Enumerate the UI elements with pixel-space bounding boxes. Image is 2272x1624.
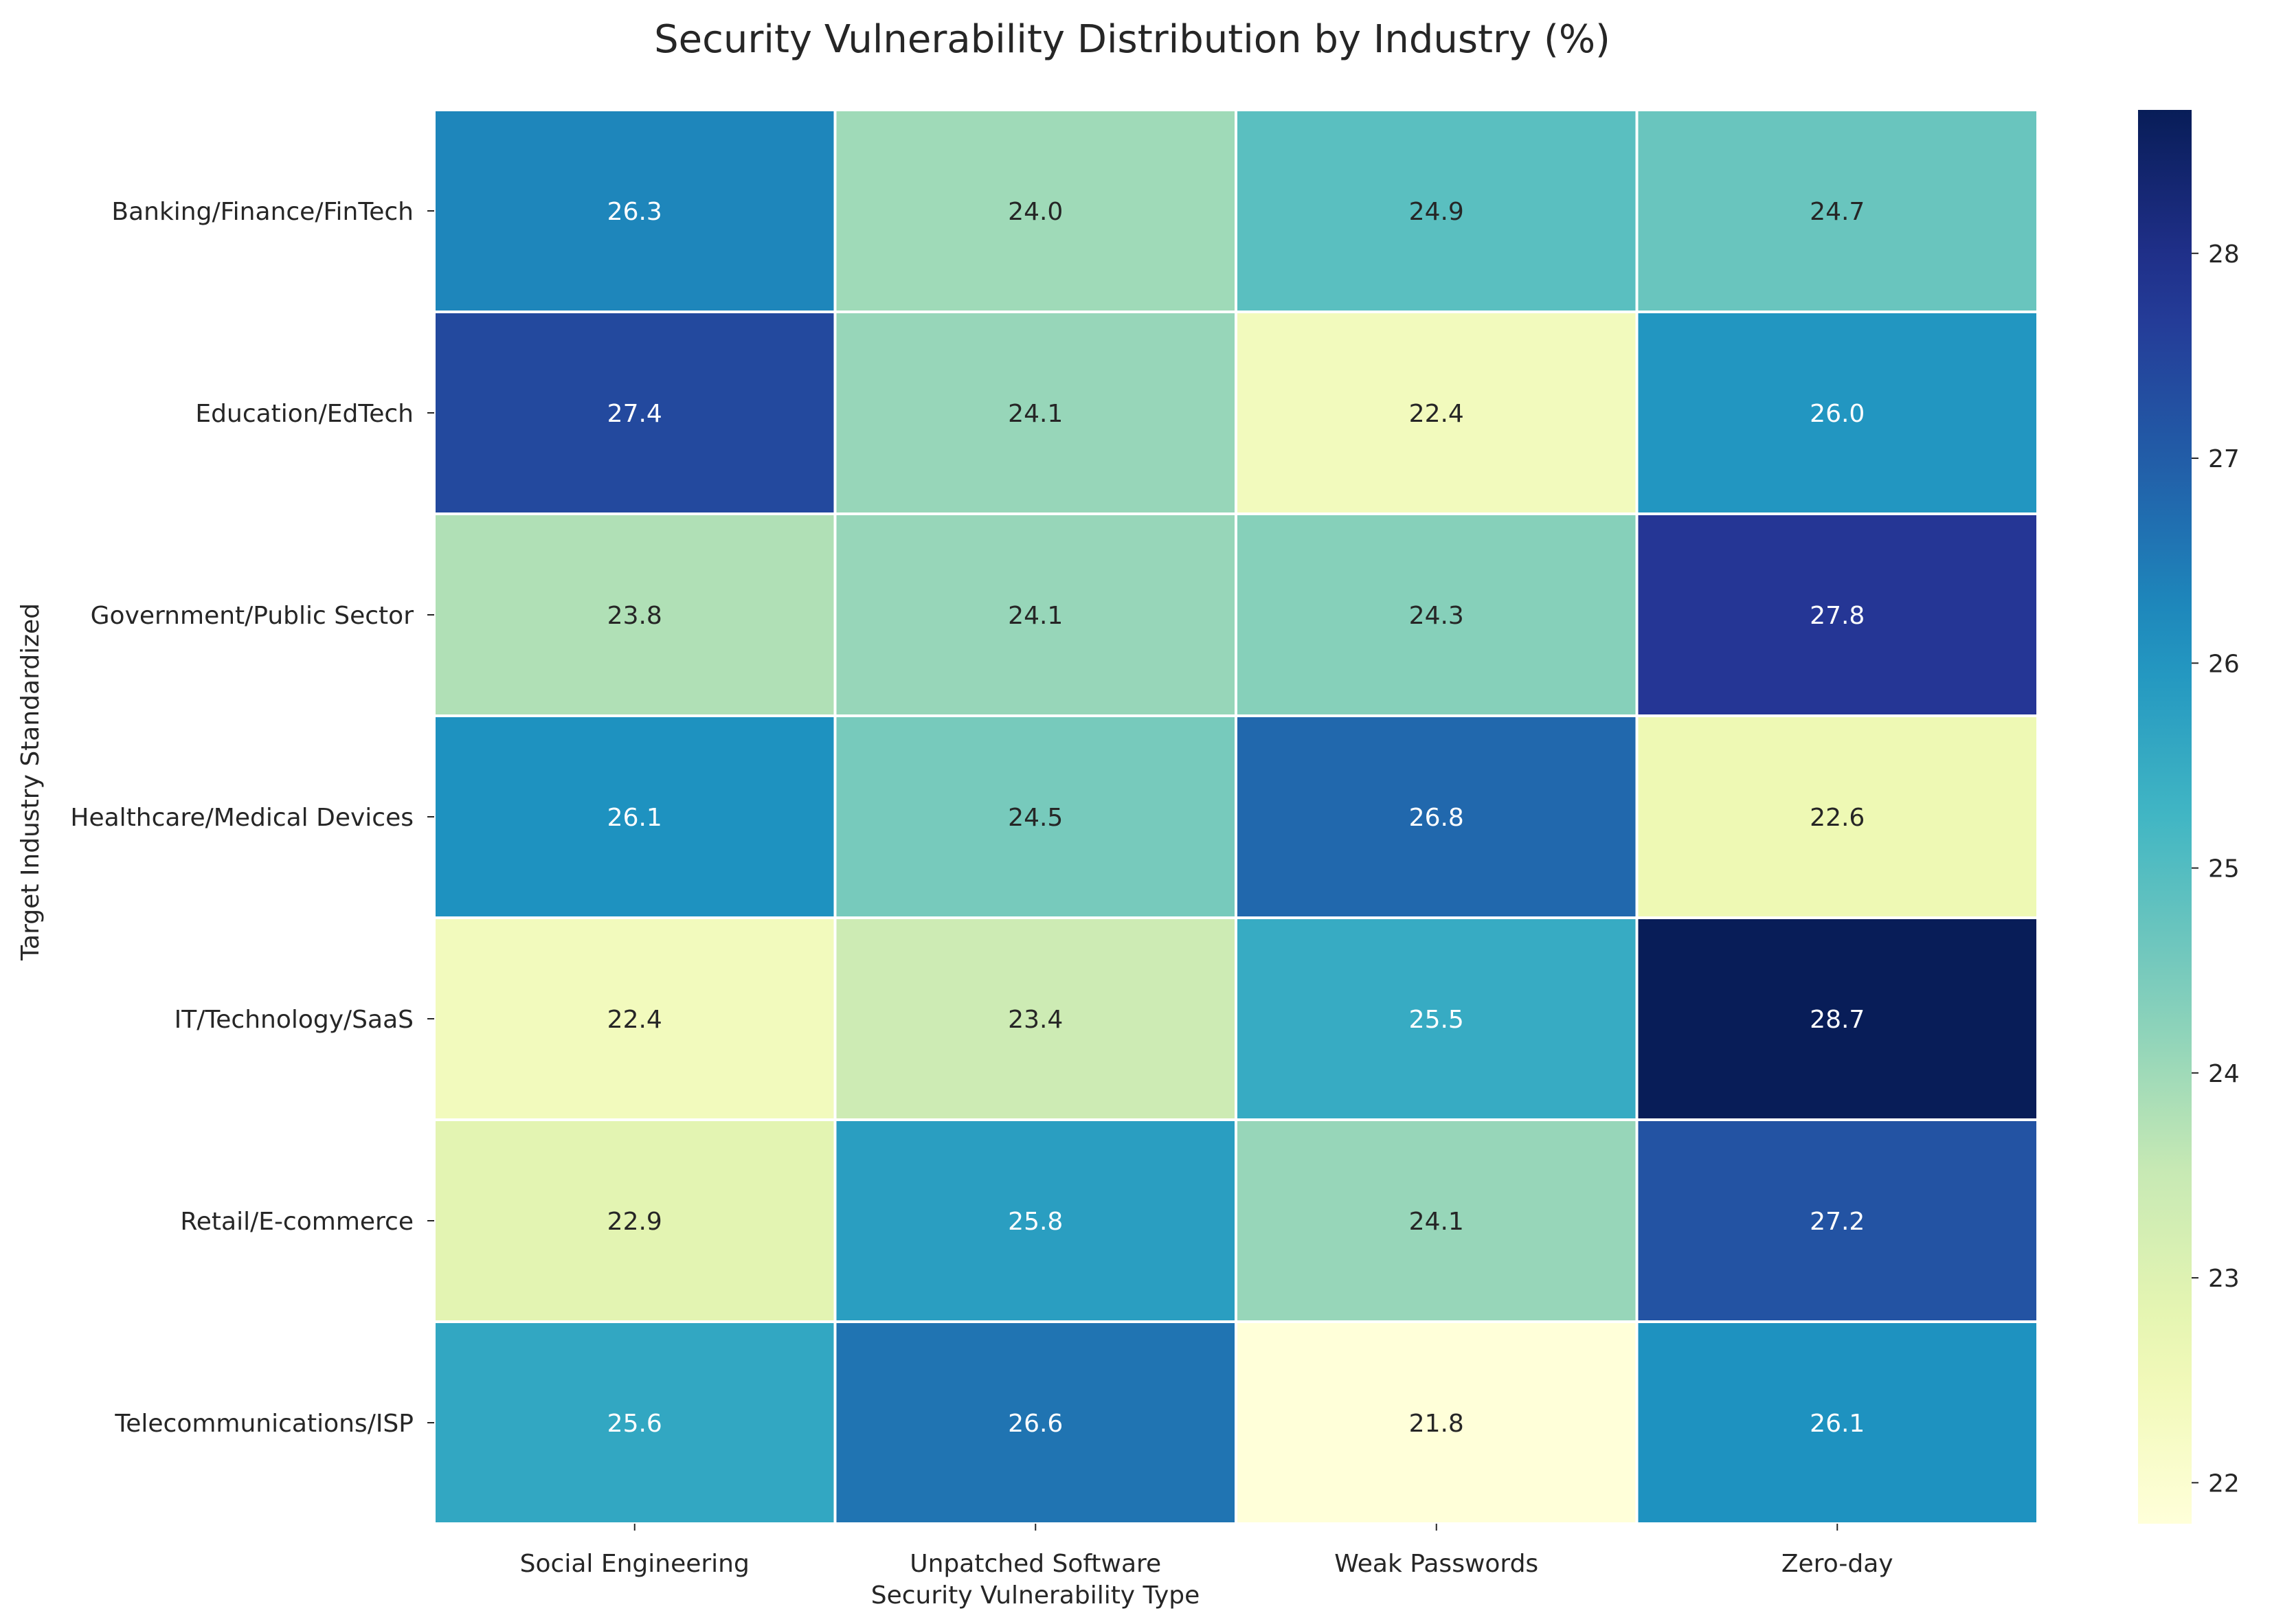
cell-value-label: 26.1	[1810, 1410, 1865, 1438]
cell-value-label: 24.0	[1008, 198, 1063, 226]
cell-value-label: 22.6	[1810, 804, 1865, 832]
cell-value-label: 25.5	[1409, 1006, 1464, 1034]
y-tick-label: Government/Public Sector	[91, 602, 414, 630]
y-tick-label: Banking/Finance/FinTech	[111, 198, 414, 226]
x-tick-label: Weak Passwords	[1334, 1550, 1538, 1578]
x-tick-label: Unpatched Software	[910, 1550, 1161, 1578]
cell-value-label: 27.2	[1810, 1208, 1865, 1236]
cell-value-label: 24.5	[1008, 804, 1063, 832]
cell-value-label: 22.4	[1409, 400, 1464, 428]
chart-title: Security Vulnerability Distribution by I…	[654, 17, 1610, 62]
cell-value-label: 22.9	[607, 1208, 662, 1236]
heatmap-cell	[833, 512, 1237, 717]
y-tick-label: Education/EdTech	[195, 400, 414, 428]
x-axis-label: Security Vulnerability Type	[871, 1581, 1200, 1610]
colorbar-tick-label: 25	[2208, 855, 2240, 883]
y-tick-label: IT/Technology/SaaS	[175, 1006, 414, 1034]
heatmap-cell	[1635, 311, 2039, 515]
cell-value-label: 24.1	[1008, 400, 1063, 428]
cell-value-label: 25.6	[607, 1410, 662, 1438]
heatmap-cell	[433, 1118, 837, 1323]
cell-value-label: 27.4	[607, 400, 662, 428]
cell-value-label: 28.7	[1810, 1006, 1865, 1034]
cell-value-label: 26.8	[1409, 804, 1464, 832]
y-tick-label: Telecommunications/ISP	[114, 1410, 414, 1438]
heatmap-cell	[833, 1320, 1237, 1525]
heatmap-cell	[1635, 512, 2039, 717]
heatmap-cells: 26.3 24.0 24.9 24.7 27.4 24.1 22.4 26.0 23.8 24.1…	[433, 109, 2039, 1525]
heatmap-cell	[1235, 714, 1639, 919]
cell-value-label: 26.0	[1810, 400, 1865, 428]
heatmap-cell	[433, 916, 837, 1121]
heatmap-cell	[833, 916, 1237, 1121]
cell-value-label: 23.4	[1008, 1006, 1063, 1034]
x-tick-label: Zero-day	[1781, 1550, 1893, 1578]
y-tick-label: Retail/E-commerce	[180, 1208, 414, 1236]
colorbar: 22 23 24 25 26 27 28	[2138, 110, 2240, 1524]
heatmap-cell	[433, 714, 837, 919]
heatmap-cell	[1635, 109, 2039, 313]
heatmap-cell	[833, 109, 1237, 313]
heatmap-cell	[1235, 109, 1639, 313]
heatmap-cell	[1635, 1118, 2039, 1323]
y-tick-labels: Banking/Finance/FinTech Education/EdTech G…	[70, 198, 434, 1438]
colorbar-tick-label: 28	[2208, 240, 2240, 269]
y-tick-label: Healthcare/Medical Devices	[70, 804, 414, 832]
colorbar-tick-label: 23	[2208, 1265, 2240, 1293]
cell-value-label: 23.8	[607, 602, 662, 630]
heatmap-cell	[1235, 1118, 1639, 1323]
heatmap-cell	[833, 1118, 1237, 1323]
cell-value-label: 24.3	[1409, 602, 1464, 630]
cell-value-label: 27.8	[1810, 602, 1865, 630]
cell-value-label: 24.1	[1409, 1208, 1464, 1236]
cell-value-label: 25.8	[1008, 1208, 1063, 1236]
heatmap-cell	[1635, 916, 2039, 1121]
x-tick-labels: Social Engineering Unpatched Software Weak…	[520, 1524, 1893, 1578]
colorbar-tick-label: 22	[2208, 1469, 2240, 1498]
cell-value-label: 26.6	[1008, 1410, 1063, 1438]
cell-value-label: 26.3	[607, 198, 662, 226]
y-axis-label: Target Industry Standardized	[16, 603, 45, 961]
cell-value-label: 26.1	[607, 804, 662, 832]
colorbar-tick-label: 27	[2208, 445, 2240, 473]
cell-value-label: 21.8	[1409, 1410, 1464, 1438]
heatmap-cell	[1635, 714, 2039, 919]
heatmap-cell	[1235, 916, 1639, 1121]
heatmap-cell	[433, 1320, 837, 1525]
colorbar-tick-label: 24	[2208, 1060, 2240, 1088]
cell-value-label: 24.1	[1008, 602, 1063, 630]
heatmap-cell	[433, 109, 837, 313]
x-tick-label: Social Engineering	[520, 1550, 750, 1578]
heatmap-cell	[1235, 311, 1639, 515]
cell-value-label: 22.4	[607, 1006, 662, 1034]
heatmap-cell	[833, 714, 1237, 919]
colorbar-gradient	[2138, 110, 2192, 1524]
cell-value-label: 24.7	[1810, 198, 1865, 226]
cell-value-label: 24.9	[1409, 198, 1464, 226]
colorbar-tick-label: 26	[2208, 650, 2240, 678]
heatmap-cell	[1635, 1320, 2039, 1525]
